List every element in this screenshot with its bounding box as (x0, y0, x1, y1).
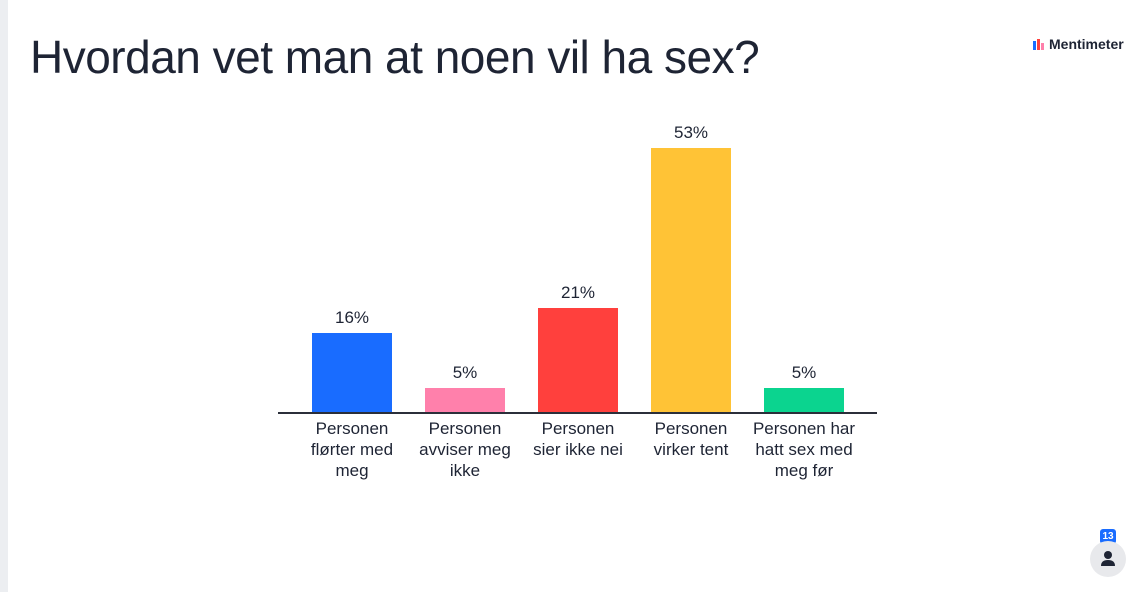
category-label: Personen avviser meg ikke (419, 419, 511, 480)
value-label: 16% (335, 308, 369, 327)
slide-title: Hvordan vet man at noen vil ha sex? (30, 31, 760, 83)
side-strip (0, 0, 8, 592)
brand-name: Mentimeter (1049, 36, 1124, 52)
value-label: 5% (792, 363, 817, 382)
bar (538, 308, 618, 413)
value-label: 53% (674, 123, 708, 142)
category-label: Personen virker tent (653, 419, 729, 459)
category-label: Personen har hatt sex med meg før (752, 419, 856, 480)
category-label: Personen flørter med meg (310, 419, 394, 480)
bar (764, 388, 844, 413)
bar (651, 148, 731, 413)
bar (312, 333, 392, 413)
participant-count: 13 (1100, 529, 1116, 544)
value-label: 5% (453, 363, 478, 382)
participants-button[interactable] (1090, 541, 1126, 577)
bar (425, 388, 505, 413)
brand-logo: Mentimeter (1033, 36, 1124, 52)
value-label: 21% (561, 283, 595, 302)
user-icon (1101, 551, 1115, 566)
category-label: Personen sier ikke nei (533, 419, 623, 459)
brand-icon (1033, 38, 1044, 50)
